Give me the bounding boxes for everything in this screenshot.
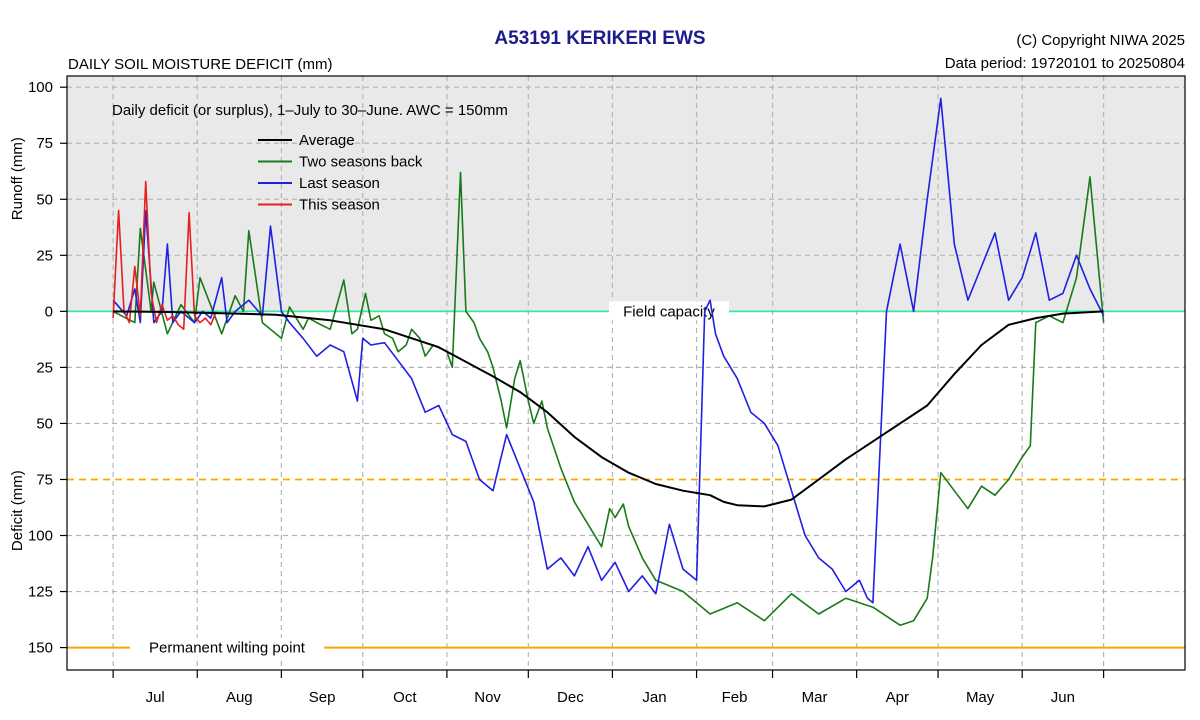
y-tick-label: 125 <box>28 584 53 601</box>
x-tick-label-jan: Jan <box>642 689 666 706</box>
y-tick-label: 100 <box>28 79 53 96</box>
y-tick-label: 0 <box>45 303 53 320</box>
chart-title: A53191 KERIKERI EWS <box>494 28 706 49</box>
y-axis-title-deficit: Deficit (mm) <box>9 470 26 551</box>
y-tick-label: 25 <box>36 247 53 264</box>
legend-label-this-season: This season <box>299 197 380 214</box>
legend-label-last-season: Last season <box>299 175 380 192</box>
x-tick-label-jun: Jun <box>1051 689 1075 706</box>
series-lines <box>112 97 1105 627</box>
x-tick-label-aug: Aug <box>226 689 253 706</box>
plot-frame <box>66 75 1186 671</box>
x-tick-label-nov: Nov <box>474 689 501 706</box>
series-line-average <box>113 310 1104 508</box>
legend-label-two-seasons-back: Two seasons back <box>299 154 423 171</box>
x-tick-label-mar: Mar <box>802 689 828 706</box>
y-tick-label: 50 <box>36 415 53 432</box>
y-tick-label: 75 <box>36 135 53 152</box>
x-tick-label-jul: Jul <box>146 689 165 706</box>
series-line-last-season <box>112 97 1105 604</box>
y-tick-label: 75 <box>36 471 53 488</box>
x-axis: Jul Aug Sep Oct Nov Dec Jan Feb Mar Apr May Jun <box>112 670 1105 706</box>
y-tick-label: 25 <box>36 359 53 376</box>
data-period-text: Data period: 19720101 to 20250804 <box>944 55 1185 72</box>
x-tick-label-sep: Sep <box>309 689 336 706</box>
field-capacity-label: Field capacity <box>623 303 715 320</box>
y-tick-label: 50 <box>36 191 53 208</box>
x-tick-label-oct: Oct <box>393 689 417 706</box>
annotations: Daily deficit (or surplus), 1–July to 30… <box>112 102 508 119</box>
x-tick-label-feb: Feb <box>722 689 748 706</box>
y-tick-label: 100 <box>28 528 53 545</box>
series-line-two-seasons-back <box>112 171 1105 627</box>
wilting-point-label: Permanent wilting point <box>149 640 306 657</box>
legend: Average Two seasons back Last season This s… <box>258 132 423 214</box>
y-axis-titles: Runoff (mm) Deficit (mm) <box>9 137 26 551</box>
runoff-region-background <box>67 76 1185 312</box>
x-tick-label-apr: Apr <box>886 689 909 706</box>
y-tick-label: 150 <box>28 640 53 657</box>
reference-lines: Field capacity Permanent wilting point <box>67 301 1185 657</box>
x-tick-label-dec: Dec <box>557 689 584 706</box>
chart-annotation: Daily deficit (or surplus), 1–July to 30… <box>112 102 508 119</box>
x-tick-label-may: May <box>966 689 995 706</box>
y-axis: 100 75 50 25 0 25 50 75 100 125 150 <box>28 79 67 657</box>
wilting-point-label-bg <box>130 637 324 657</box>
chart-subtitle: DAILY SOIL MOISTURE DEFICIT (mm) <box>68 56 333 73</box>
legend-label-average: Average <box>299 132 355 149</box>
field-capacity-label-bg <box>609 301 729 321</box>
copyright-text: (C) Copyright NIWA 2025 <box>1016 32 1185 49</box>
y-axis-title-runoff: Runoff (mm) <box>9 137 26 220</box>
